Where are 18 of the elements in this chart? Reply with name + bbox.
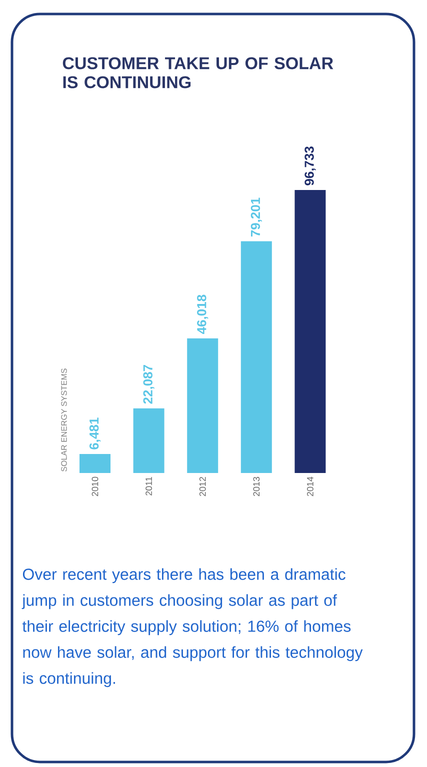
bar (187, 338, 218, 473)
data-label: 6,481 (89, 418, 101, 450)
x-tick-label: 2013 (253, 476, 260, 496)
data-label: 22,087 (143, 364, 154, 404)
x-tick-label: 2014 (307, 476, 314, 496)
text: Over recent years there has been a dramatic jump in customers choosing solar as part of their electricity supply solution; 16% of homes now have solar, and support for this technology is continuing. (22, 568, 363, 688)
bar (133, 408, 164, 473)
chart-title: CUSTOMER TAKE UP OF SOLAR IS CONTINUING (62, 57, 334, 88)
bar (240, 241, 272, 473)
data-label: 79,201 (250, 198, 262, 237)
y-axis-title: SOLAR ENERGY SYSTEMS (61, 368, 67, 472)
bar (80, 454, 110, 473)
x-tick-label: 2011 (146, 476, 152, 496)
x-tick-label: 2012 (199, 476, 206, 496)
data-label: 96,733 (304, 146, 316, 186)
data-label: 46,018 (197, 294, 208, 334)
bar (294, 190, 326, 473)
x-tick-label: 2010 (92, 476, 98, 496)
